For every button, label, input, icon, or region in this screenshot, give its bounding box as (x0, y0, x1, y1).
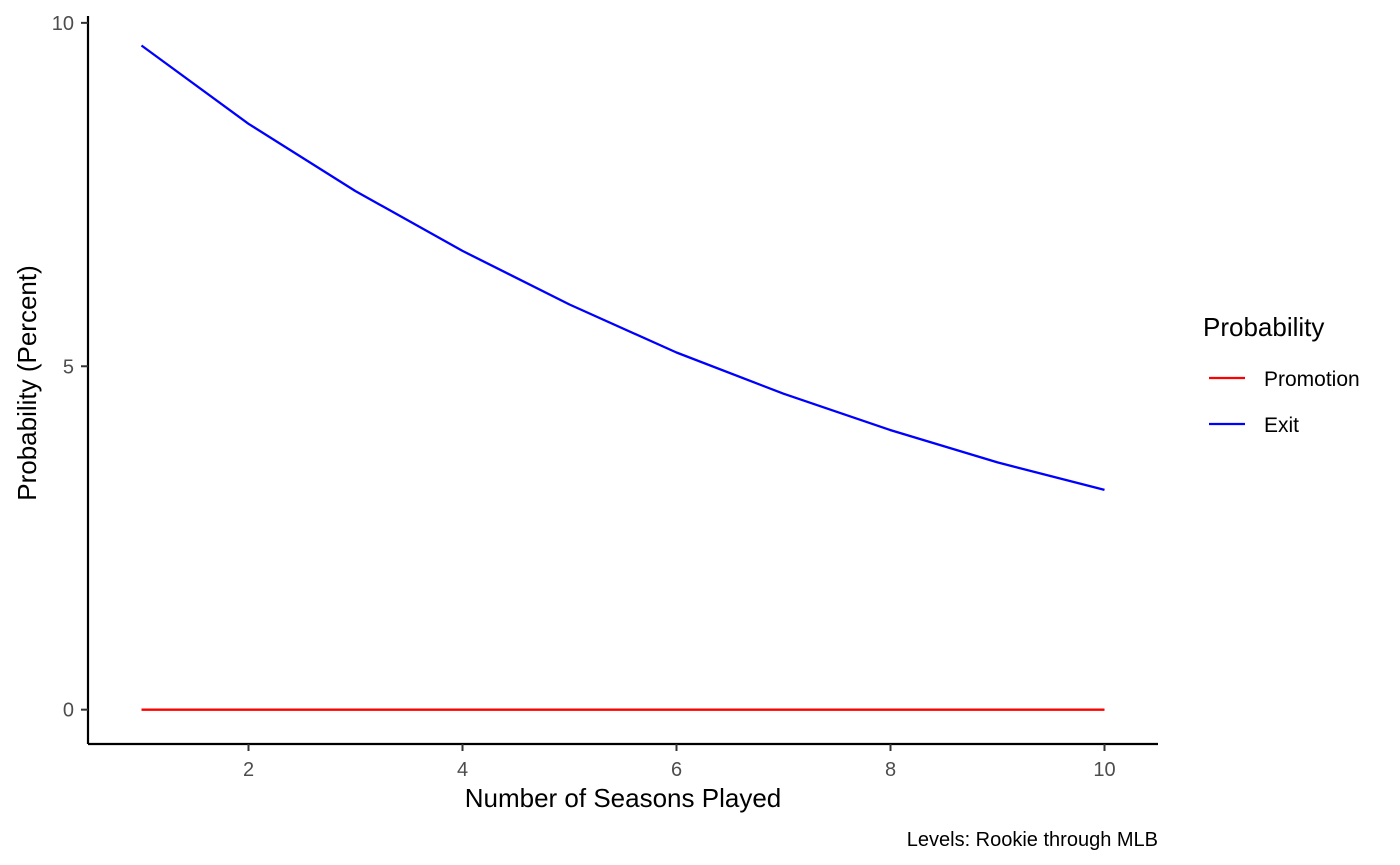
y-tick-label: 0 (63, 700, 74, 722)
x-tick-label: 2 (243, 759, 254, 781)
x-tick-label: 6 (671, 759, 682, 781)
x-ticks: 2 4 6 8 10 (243, 744, 1116, 781)
legend-items: Promotion Exit (1209, 368, 1360, 437)
legend-item-promotion: Promotion (1209, 368, 1360, 391)
x-tick-label: 10 (1093, 759, 1115, 781)
y-tick-label: 5 (63, 356, 74, 378)
legend: Probability Promotion Exit (1203, 312, 1360, 437)
x-tick-label: 8 (885, 759, 896, 781)
series-lines (140, 44, 1105, 711)
x-tick-label: 4 (457, 759, 468, 781)
legend-label: Promotion (1264, 368, 1360, 391)
axes: 0 5 10 2 4 6 8 10 (52, 13, 1158, 781)
y-axis-title: Probability (Percent) (12, 265, 42, 501)
y-ticks: 0 5 10 (52, 13, 88, 722)
legend-title: Probability (1203, 312, 1324, 342)
legend-label: Exit (1264, 414, 1299, 437)
chart-caption: Levels: Rookie through MLB (907, 829, 1158, 851)
series-line-exit (140, 44, 1105, 492)
legend-item-exit: Exit (1209, 414, 1299, 437)
y-tick-label: 10 (52, 13, 74, 35)
x-axis-title: Number of Seasons Played (465, 783, 782, 813)
